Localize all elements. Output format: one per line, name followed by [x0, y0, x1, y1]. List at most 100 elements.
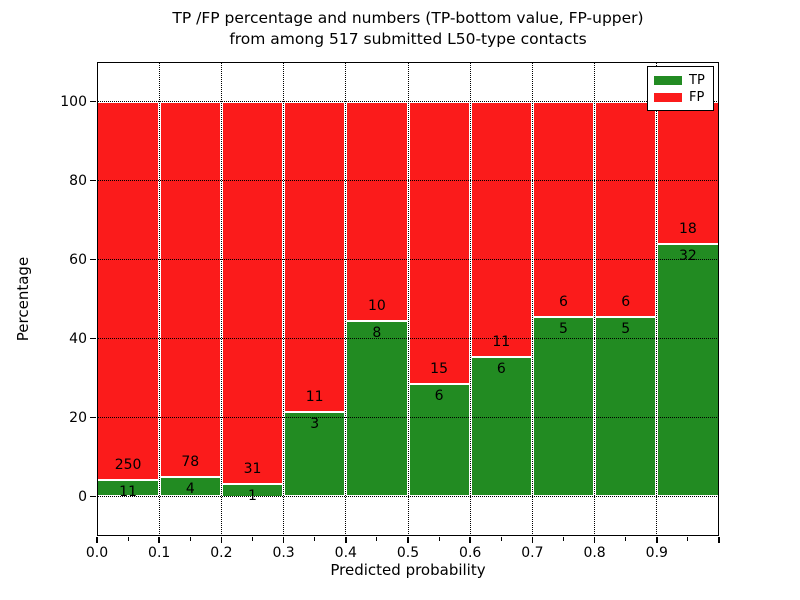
x-tick-0	[96, 537, 98, 543]
y-tick-label-0: 0	[78, 488, 87, 505]
bar-count-fp-6: 11	[492, 334, 511, 351]
v-gridline-9	[656, 62, 658, 536]
chart-title-line2: from among 517 submitted L50-type contac…	[229, 30, 587, 48]
x-minor-tick-0.95	[687, 537, 689, 541]
y-tick-20	[90, 416, 96, 419]
legend-label-fp: FP	[689, 90, 705, 105]
x-minor-tick-0.65	[500, 537, 502, 541]
h-gridline-80	[97, 180, 719, 181]
x-tick-1	[718, 537, 720, 543]
x-tick-label-0.3: 0.3	[272, 545, 295, 561]
x-tick-0.4	[345, 537, 347, 543]
bar-segment-fp-8	[594, 101, 657, 317]
y-tick-label-60: 60	[69, 251, 87, 268]
y-tick-80	[90, 179, 96, 182]
x-tick-0.1	[158, 537, 160, 543]
bar-segment-fp-7	[532, 101, 595, 317]
bar-count-tp-0: 11	[119, 483, 137, 500]
x-minor-tick-0.05	[127, 537, 129, 541]
bar-segment-fp-5	[408, 101, 471, 384]
bar-count-fp-8: 6	[621, 293, 631, 310]
x-tick-0.7	[531, 537, 534, 543]
x-minor-tick-0.35	[314, 537, 316, 541]
legend-entry-tp: TP	[654, 72, 707, 89]
legend-swatch-tp-icon	[654, 76, 682, 85]
bar-count-fp-2: 31	[243, 461, 262, 478]
x-tick-0.2	[220, 537, 223, 543]
x-tick-label-0.9: 0.9	[645, 545, 668, 561]
x-tick-label-0.1: 0.1	[148, 545, 171, 561]
v-gridline-4	[345, 62, 347, 536]
bar-count-tp-1: 4	[185, 481, 195, 498]
bar-segment-tp-6	[470, 357, 533, 497]
bar-segment-tp-7	[532, 316, 595, 497]
bar-count-tp-8: 5	[621, 320, 631, 337]
bar-segment-fp-4	[345, 101, 408, 321]
bar-count-tp-9: 32	[678, 247, 697, 264]
chart-title-line1: TP /FP percentage and numbers (TP-bottom…	[172, 9, 644, 27]
bar-count-fp-1: 78	[181, 454, 200, 471]
y-tick-60	[90, 258, 96, 261]
v-gridline-2	[220, 62, 222, 536]
x-minor-tick-0.45	[376, 537, 378, 541]
x-tick-0.9	[656, 537, 658, 543]
y-tick-label-80: 80	[69, 172, 87, 189]
bar-count-fp-5: 15	[430, 360, 448, 377]
y-tick-40	[90, 337, 96, 340]
bar-count-fp-9: 18	[678, 220, 697, 237]
bar-segment-fp-3	[283, 101, 346, 412]
v-gridline-1	[158, 62, 160, 536]
x-minor-tick-0.85	[625, 537, 627, 541]
x-tick-label-0.0: 0.0	[85, 545, 109, 561]
legend-swatch-fp-icon	[654, 93, 682, 102]
bar-segment-tp-4	[345, 320, 408, 497]
bar-count-tp-2: 1	[248, 488, 257, 505]
h-gridline-100	[97, 101, 719, 102]
x-tick-label-0.6: 0.6	[459, 545, 482, 561]
x-tick-label-0.2: 0.2	[210, 545, 233, 561]
y-tick-100	[90, 100, 96, 103]
y-tick-label-20: 20	[69, 409, 87, 426]
y-tick-label-40: 40	[69, 330, 87, 347]
v-gridline-6	[469, 62, 471, 536]
x-tick-0.8	[593, 537, 596, 543]
x-tick-label-0.8: 0.8	[583, 545, 606, 561]
bar-segment-fp-0	[97, 101, 160, 480]
x-tick-label-0.5: 0.5	[396, 545, 420, 561]
v-gridline-5	[407, 62, 409, 536]
bar-count-fp-4: 10	[367, 297, 386, 314]
legend-label-tp: TP	[689, 73, 705, 88]
bar-count-fp-3: 11	[305, 388, 324, 405]
x-axis-label: Predicted probability	[330, 561, 486, 579]
x-minor-tick-0.25	[252, 537, 253, 541]
x-tick-0.6	[469, 537, 471, 543]
y-tick-label-100: 100	[60, 93, 87, 110]
bar-segment-fp-2	[221, 101, 284, 485]
plot-area: TP FP 250 11 78 4 31 1 11 3 10 8 15 6 11 6 6 5 6 5 18 32 0.0…	[60, 62, 720, 561]
legend: TP FP	[647, 66, 714, 111]
bar-segment-tp-9	[656, 243, 719, 497]
x-minor-tick-0.75	[563, 537, 564, 541]
v-gridline-8	[594, 62, 596, 536]
h-gridline-20	[97, 417, 719, 418]
bar-segment-tp-8	[594, 316, 657, 497]
bar-count-tp-5: 6	[434, 387, 444, 404]
y-axis-label: Percentage	[14, 256, 32, 342]
x-tick-label-0.4: 0.4	[334, 545, 357, 561]
bar-count-tp-6: 6	[496, 361, 506, 378]
x-tick-label-0.7: 0.7	[521, 545, 544, 561]
bar-count-fp-0: 250	[114, 456, 142, 473]
x-minor-tick-0.55	[438, 537, 440, 541]
v-gridline-7	[531, 62, 533, 536]
bar-count-tp-3: 3	[310, 415, 320, 432]
x-minor-tick-0.15	[189, 537, 191, 541]
bar-segment-fp-1	[159, 101, 222, 478]
h-gridline-60	[97, 259, 719, 260]
bar-segment-fp-6	[470, 101, 533, 358]
chart-title: TP /FP percentage and numbers (TP-bottom…	[97, 8, 719, 50]
legend-entry-fp: FP	[654, 89, 707, 106]
v-gridline-3	[283, 62, 285, 536]
x-tick-0.5	[407, 537, 409, 543]
h-gridline-0	[97, 496, 719, 497]
